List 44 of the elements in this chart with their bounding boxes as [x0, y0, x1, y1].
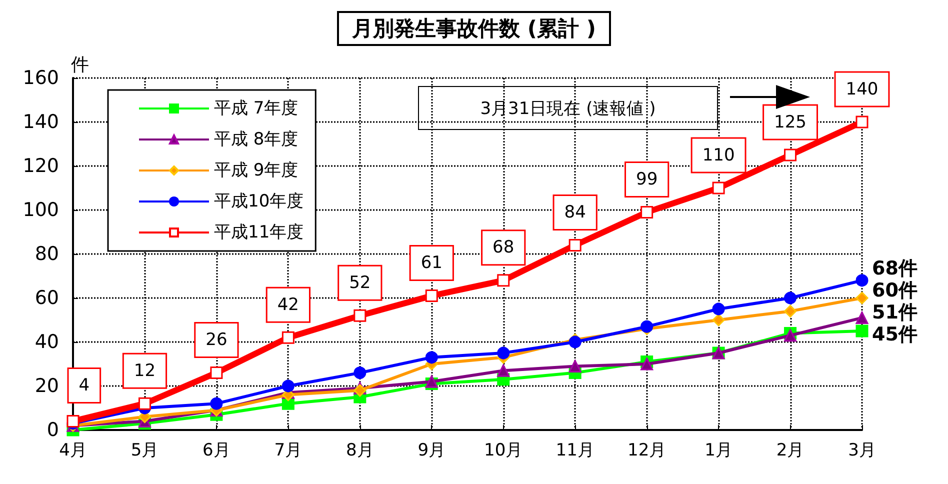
data-label: 125 — [774, 112, 806, 132]
y-tick-label: 140 — [22, 111, 59, 133]
legend-label: 平成 8年度 — [214, 130, 298, 150]
chart-title: 月別発生事故件数 (累計 ) — [351, 16, 596, 40]
y-tick-label: 80 — [34, 243, 59, 265]
x-tick-label: 1月 — [704, 440, 732, 460]
y-tick-label: 40 — [34, 331, 59, 353]
y-axis-title: 件 — [71, 54, 89, 76]
y-tick-label: 100 — [22, 199, 59, 221]
data-label: 52 — [349, 272, 371, 293]
annotation: 68件 — [872, 257, 918, 280]
data-label: 12 — [134, 360, 156, 381]
legend-label: 平成 7年度 — [214, 98, 298, 118]
data-label: 68 — [492, 238, 514, 258]
legend-label: 平成11年度 — [214, 222, 304, 242]
x-tick-label: 5月 — [130, 440, 159, 460]
x-tick-label: 3月 — [848, 440, 876, 460]
data-label: 42 — [277, 294, 299, 315]
x-tick-label: 10月 — [484, 440, 523, 460]
x-tick-label: 9月 — [418, 440, 446, 460]
data-label: 61 — [420, 253, 442, 274]
legend-label: 平成10年度 — [214, 192, 304, 212]
x-tick-label: 11月 — [556, 440, 594, 460]
y-tick-label: 20 — [34, 375, 59, 397]
data-label: 140 — [846, 79, 878, 100]
x-tick-label: 6月 — [202, 440, 230, 460]
annotation: 60件 — [872, 279, 918, 302]
x-tick-label: 8月 — [346, 440, 374, 460]
y-tick-label: 60 — [34, 287, 59, 309]
data-label: 4 — [78, 375, 90, 396]
x-tick-label: 12月 — [628, 440, 666, 460]
annotation: 51件 — [872, 301, 918, 324]
x-tick-label: 2月 — [776, 440, 804, 460]
data-label: 26 — [206, 330, 228, 350]
y-tick-label: 160 — [22, 67, 59, 89]
x-tick-label: 7月 — [274, 440, 302, 460]
data-label: 99 — [636, 169, 658, 190]
y-tick-label: 0 — [46, 419, 59, 441]
data-label: 110 — [702, 145, 735, 166]
annotation: 45件 — [872, 323, 918, 346]
x-tick-label: 4月 — [59, 440, 87, 460]
y-tick-label: 120 — [22, 155, 59, 177]
data-label: 84 — [564, 202, 586, 222]
legend-label: 平成 9年度 — [214, 160, 298, 180]
